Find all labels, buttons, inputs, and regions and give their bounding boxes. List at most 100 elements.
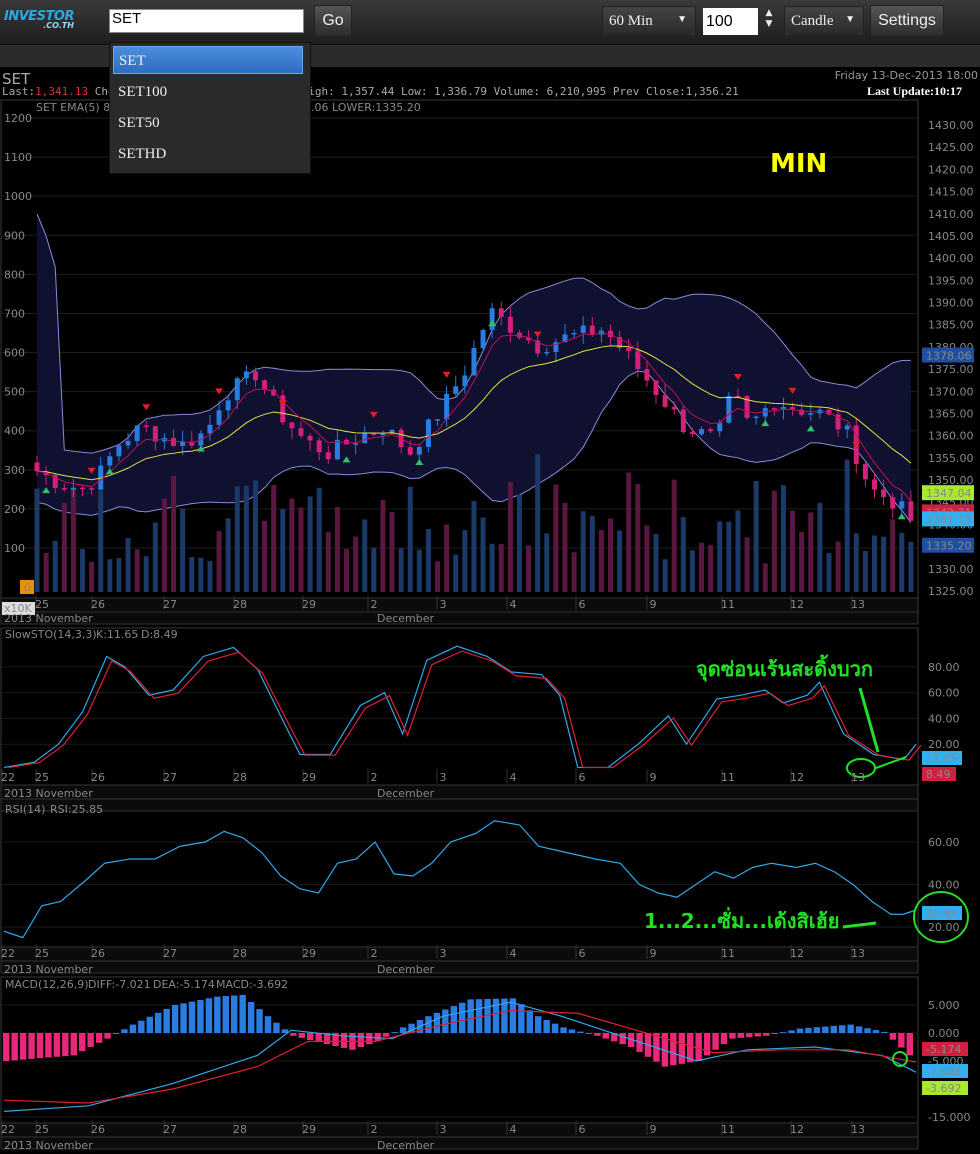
volume-bar <box>853 533 859 592</box>
macd-histogram-bar <box>62 1033 69 1057</box>
macd-histogram-bar <box>239 994 246 1033</box>
dropdown-item-set50[interactable]: SET50 <box>118 115 160 131</box>
x-tick-label: 29 <box>302 947 316 960</box>
macd-histogram-bar <box>864 1028 871 1033</box>
macd-histogram-bar <box>129 1024 137 1033</box>
macd-histogram-bar <box>340 1033 348 1048</box>
interval-select[interactable]: 60 Min ▼ <box>602 6 696 36</box>
right-axis-tick: 1390.00 <box>928 297 974 310</box>
macd-histogram-bar <box>763 1033 770 1036</box>
macd-histogram-bar <box>256 1009 263 1033</box>
macd-histogram-bar <box>535 1016 542 1033</box>
x-tick-label: 28 <box>233 947 247 960</box>
rsi-value: 25.85 <box>926 907 958 920</box>
ema-slow-line <box>36 345 912 481</box>
macd-histogram-bar <box>163 1008 170 1033</box>
x-tick-label: 27 <box>163 598 177 611</box>
x-tick-label: 22 <box>1 1123 15 1136</box>
volume-bar <box>280 509 286 592</box>
candle-body <box>34 462 40 472</box>
volume-bar <box>61 502 67 592</box>
macd-histogram-bar <box>247 1002 255 1033</box>
rsi-axis-tick: 40.00 <box>928 879 960 892</box>
volume-bar <box>717 521 723 592</box>
sell-signal-marker <box>369 411 378 418</box>
x-tick-label: 29 <box>302 598 316 611</box>
candle-body <box>753 416 759 419</box>
macd-histogram-bar <box>847 1024 854 1033</box>
symbol-dropdown[interactable]: SET SET100 SET50 SETHD <box>109 42 311 174</box>
settings-button[interactable]: Settings <box>870 5 944 37</box>
sto-axis-tick: 20.00 <box>928 738 960 751</box>
candle-body <box>334 439 340 460</box>
investor-logo[interactable]: INVESTOR .CO.TH <box>4 9 74 30</box>
candle-body <box>871 479 877 490</box>
volume-bar <box>116 558 122 592</box>
price-label-badge <box>922 537 974 553</box>
volume-bar <box>462 530 468 592</box>
chart-style-select[interactable]: Candle ▼ <box>784 6 864 36</box>
macd-histogram-bar <box>670 1033 677 1066</box>
x-tick-label: 11 <box>721 598 735 611</box>
macd-histogram-bar <box>138 1020 145 1033</box>
candle-body <box>489 308 495 330</box>
dropdown-item-set100[interactable]: SET100 <box>118 84 168 100</box>
candle-body <box>107 456 113 466</box>
candle-body <box>289 422 295 429</box>
volume-bar <box>653 534 659 592</box>
x-tick-label: 2 <box>371 947 378 960</box>
dropdown-item-sethd[interactable]: SETHD <box>118 146 167 162</box>
stepper-arrows[interactable]: ▲ ▼ <box>761 8 777 35</box>
candle-body <box>799 409 805 415</box>
price-label: 1378.06 <box>926 350 972 363</box>
macd-histogram-bar <box>45 1033 52 1058</box>
sto-d-label: D:8.49 <box>141 628 178 641</box>
price-label-badge <box>922 347 974 363</box>
quote-summary: Last:1,341.13 Chg High: 1,357.44 Low: 1,3… <box>2 85 739 98</box>
volume-bar <box>535 454 541 592</box>
dropdown-item-set[interactable]: SET <box>113 46 303 74</box>
candle-body <box>444 393 450 420</box>
sell-signal-marker <box>533 331 542 338</box>
volume-bar <box>416 549 422 592</box>
volume-bar <box>34 488 40 592</box>
date-axis-strip <box>0 946 919 962</box>
macd-histogram-bar <box>87 1033 94 1047</box>
last-update-label: Last Update:10:17 <box>867 84 962 98</box>
right-axis-tick: 1385.00 <box>928 319 974 332</box>
volume-bar <box>899 532 905 592</box>
sto-d-badge <box>922 767 956 781</box>
macd-histogram-bar <box>881 1031 888 1033</box>
x-tick-label: 22 <box>1 947 15 960</box>
volume-bar <box>708 545 714 592</box>
volume-unit-label: x10K <box>4 602 33 615</box>
sell-signal-marker <box>142 404 151 411</box>
symbol-input[interactable]: SET <box>109 9 304 33</box>
macd-dea-line <box>3 1009 917 1104</box>
month-label: 2013 November <box>4 963 93 976</box>
go-button[interactable]: Go <box>314 5 352 37</box>
macd-histogram-bar <box>754 1033 761 1037</box>
bars-count-input[interactable]: 100 <box>703 8 758 35</box>
arrow-down-icon[interactable]: ▼ <box>765 19 773 29</box>
volume-bar <box>735 510 741 592</box>
macd-dea-legend: DEA:-5.174 <box>153 978 215 991</box>
bollinger-lower-line <box>36 370 912 524</box>
macd-histogram-bar <box>805 1027 812 1033</box>
x-tick-label: 26 <box>91 598 105 611</box>
candle-body <box>252 371 258 381</box>
volume-bar <box>353 536 359 592</box>
candle-body <box>480 329 486 349</box>
x-tick-label: 27 <box>163 771 177 784</box>
volume-bar <box>152 522 158 592</box>
macd-value: -3.692 <box>926 1082 961 1095</box>
x-tick-label: 11 <box>721 771 735 784</box>
volume-bar <box>790 510 796 592</box>
right-axis-tick: 1420.00 <box>928 163 974 176</box>
volume-bar <box>626 472 632 592</box>
candle-body <box>544 351 550 354</box>
macd-diff-legend: DIFF:-7.021 <box>88 978 151 991</box>
candle-body <box>243 371 249 379</box>
arrow-up-icon[interactable]: ▲ <box>765 8 773 18</box>
